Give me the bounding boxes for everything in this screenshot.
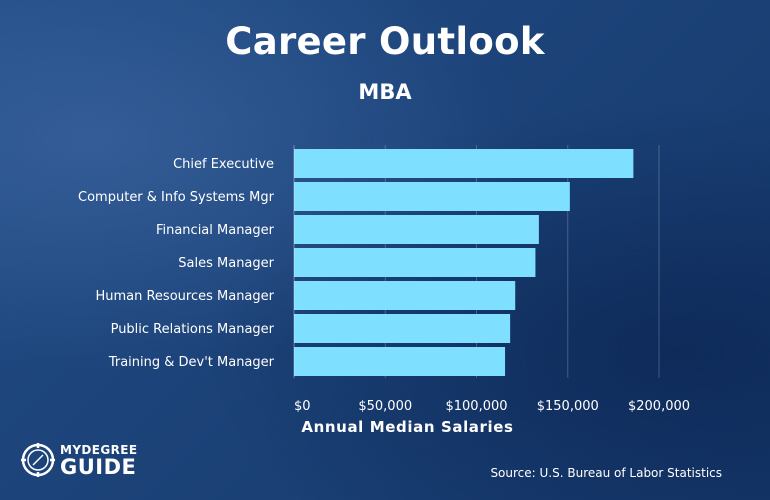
x-tick-label: $50,000	[358, 399, 412, 414]
logo-text-bottom: GUIDE	[60, 455, 137, 479]
category-label: Training & Dev't Manager	[108, 355, 275, 370]
category-label: Computer & Info Systems Mgr	[78, 190, 275, 205]
bar	[294, 281, 516, 310]
chart-subtitle: MBA	[358, 80, 412, 104]
x-axis-title: Annual Median Salaries	[301, 418, 514, 436]
bar	[294, 215, 539, 244]
category-label: Sales Manager	[178, 256, 274, 271]
category-label: Chief Executive	[173, 157, 274, 172]
source-note: Source: U.S. Bureau of Labor Statistics	[490, 466, 722, 480]
bar	[294, 347, 506, 376]
x-tick-label: $150,000	[537, 399, 599, 414]
x-tick-label: $0	[294, 399, 311, 414]
mydegreeguide-logo: MYDEGREE GUIDE	[20, 440, 160, 482]
logo-text-top: MYDEGREE	[60, 443, 138, 457]
bar	[294, 182, 570, 211]
category-label: Financial Manager	[156, 223, 275, 238]
bar	[294, 248, 536, 277]
compass-logo-icon	[21, 443, 55, 477]
chart-title: Career Outlook	[225, 20, 545, 63]
x-tick-label: $200,000	[628, 399, 690, 414]
bar	[294, 149, 634, 178]
x-tick-label: $100,000	[445, 399, 507, 414]
category-label: Human Resources Manager	[95, 289, 274, 304]
category-label: Public Relations Manager	[111, 322, 275, 337]
bar	[294, 314, 511, 343]
